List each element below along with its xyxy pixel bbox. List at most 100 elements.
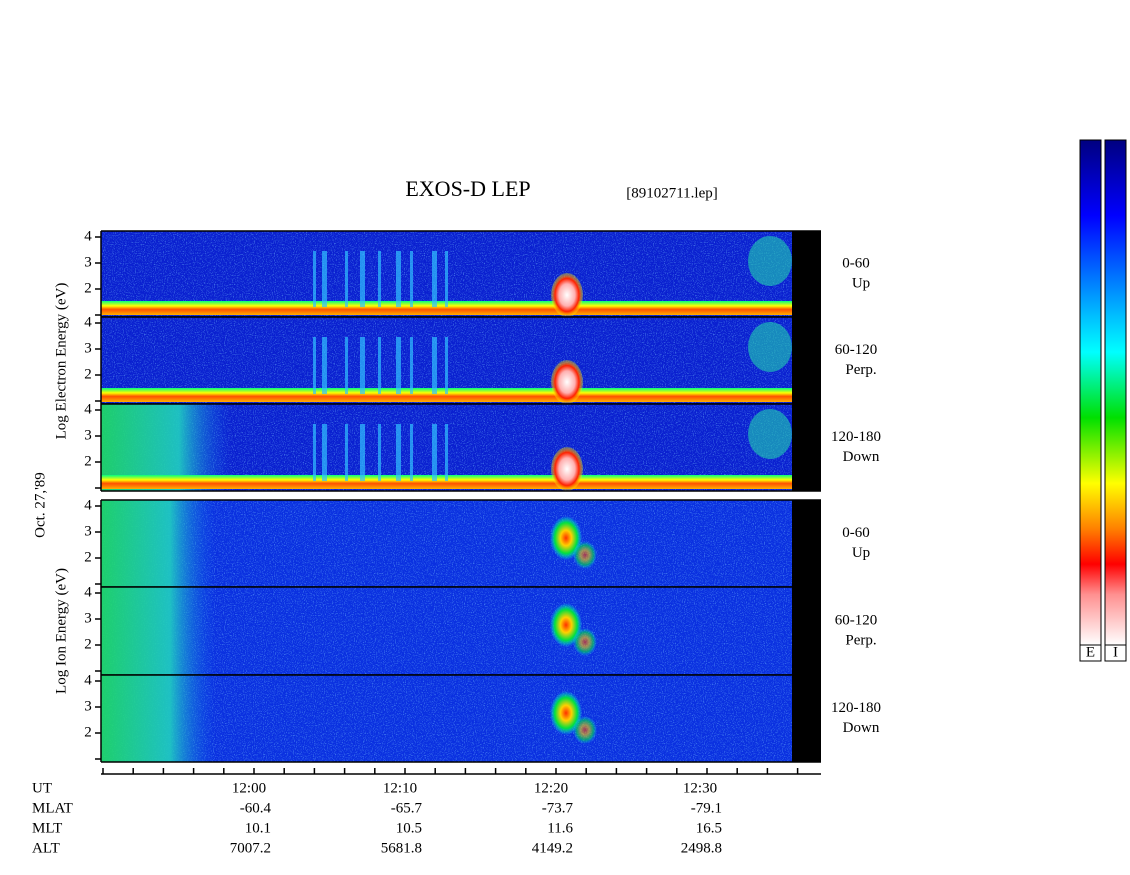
spectrogram-panel [101, 230, 821, 318]
burst [410, 251, 413, 307]
spectrogram-panel [101, 586, 821, 676]
date: Oct. 27,'89 [32, 472, 48, 538]
burst [432, 337, 437, 394]
burst [378, 337, 381, 394]
auroral-blob [551, 273, 583, 317]
tick-label: 3 [84, 254, 92, 270]
pitch-range: 0-60 [842, 255, 870, 271]
burst [322, 337, 327, 394]
row-value: -79.1 [691, 800, 722, 816]
burst [445, 424, 448, 481]
burst [432, 424, 437, 481]
row-value: 16.5 [696, 820, 722, 836]
row-name: MLT [32, 820, 62, 836]
low-energy-patch [101, 500, 216, 587]
ion-tail [573, 541, 597, 569]
ion-axis-label: Log Ion Energy (eV) [53, 568, 69, 694]
ion-blob [550, 516, 582, 560]
tick-label: 3 [84, 427, 92, 443]
pitch-label: Down [843, 720, 880, 736]
auroral-blob [551, 360, 583, 404]
burst [360, 424, 365, 481]
burst [378, 251, 381, 307]
high-energy [748, 236, 792, 286]
color-bar-box [1104, 644, 1127, 662]
tick-label: 4 [84, 401, 92, 417]
low-energy-patch [101, 587, 216, 675]
speckle [101, 587, 792, 675]
pitch-label: Perp. [845, 362, 876, 378]
pitch-range: 120-180 [831, 700, 881, 716]
tick-label: 4 [84, 672, 92, 688]
burst [396, 337, 401, 394]
burst [396, 251, 401, 307]
row-value: -65.7 [391, 800, 423, 816]
data-gap [792, 500, 821, 587]
data-gap [792, 675, 821, 762]
spectrogram-panel [101, 499, 821, 588]
row-value: 2498.8 [681, 840, 722, 856]
burst [322, 424, 327, 481]
burst [313, 424, 316, 481]
title: EXOS-D LEP [405, 176, 530, 201]
burst [322, 251, 327, 307]
row-value: 4149.2 [532, 840, 573, 856]
tick-label: 2 [84, 549, 92, 565]
photoelectron-band [101, 475, 792, 489]
photoelectron-band [101, 388, 792, 402]
burst [410, 337, 413, 394]
burst [410, 424, 413, 481]
tick-label: 3 [84, 523, 92, 539]
tick-label: 3 [84, 610, 92, 626]
row-name: MLAT [32, 800, 73, 816]
speckle [101, 675, 792, 762]
auroral-blob [551, 447, 583, 491]
pitch-label: Perp. [845, 632, 876, 648]
tick-label: 4 [84, 228, 92, 244]
ion-blob [550, 603, 582, 647]
data-gap [792, 231, 821, 317]
spectrogram-panel [101, 316, 821, 405]
burst [313, 251, 316, 307]
row-value: 5681.8 [381, 840, 422, 856]
data-gap [792, 317, 821, 404]
time-label: 12:30 [683, 780, 717, 796]
data-gap [792, 404, 821, 491]
tick-label: 2 [84, 366, 92, 382]
time-label: 12:20 [534, 780, 568, 796]
tick-label: 2 [84, 636, 92, 652]
spectrogram-panel [101, 403, 821, 492]
electron-axis-label: Log Electron Energy (eV) [53, 283, 69, 440]
row-value: -73.7 [542, 800, 574, 816]
time-label: 12:00 [232, 780, 266, 796]
ion-blob [550, 691, 582, 735]
burst [378, 424, 381, 481]
pitch-range: 60-120 [835, 342, 878, 358]
pitch-label: Up [852, 275, 870, 291]
color-bar-label: I [1113, 644, 1118, 660]
time-label: 12:10 [383, 780, 417, 796]
row-value: 10.5 [396, 820, 422, 836]
pitch-label: Up [852, 545, 870, 561]
burst [345, 337, 348, 394]
burst [432, 251, 437, 307]
photoelectron-band [101, 301, 792, 315]
burst [313, 337, 316, 394]
color-bar-box [1079, 644, 1102, 662]
tick-label: 3 [84, 340, 92, 356]
low-energy-patch [101, 675, 216, 762]
row-name: UT [32, 780, 52, 796]
tick-label: 2 [84, 453, 92, 469]
row-value: -60.4 [240, 800, 272, 816]
tick-label: 2 [84, 280, 92, 296]
burst [345, 251, 348, 307]
color-bar-label: E [1086, 644, 1095, 660]
spectrogram-panel [101, 674, 821, 763]
tick-label: 2 [84, 724, 92, 740]
row-value: 7007.2 [230, 840, 271, 856]
ion-tail [573, 628, 597, 656]
row-value: 11.6 [547, 820, 573, 836]
burst [360, 337, 365, 394]
burst [445, 337, 448, 394]
data-gap [792, 587, 821, 675]
